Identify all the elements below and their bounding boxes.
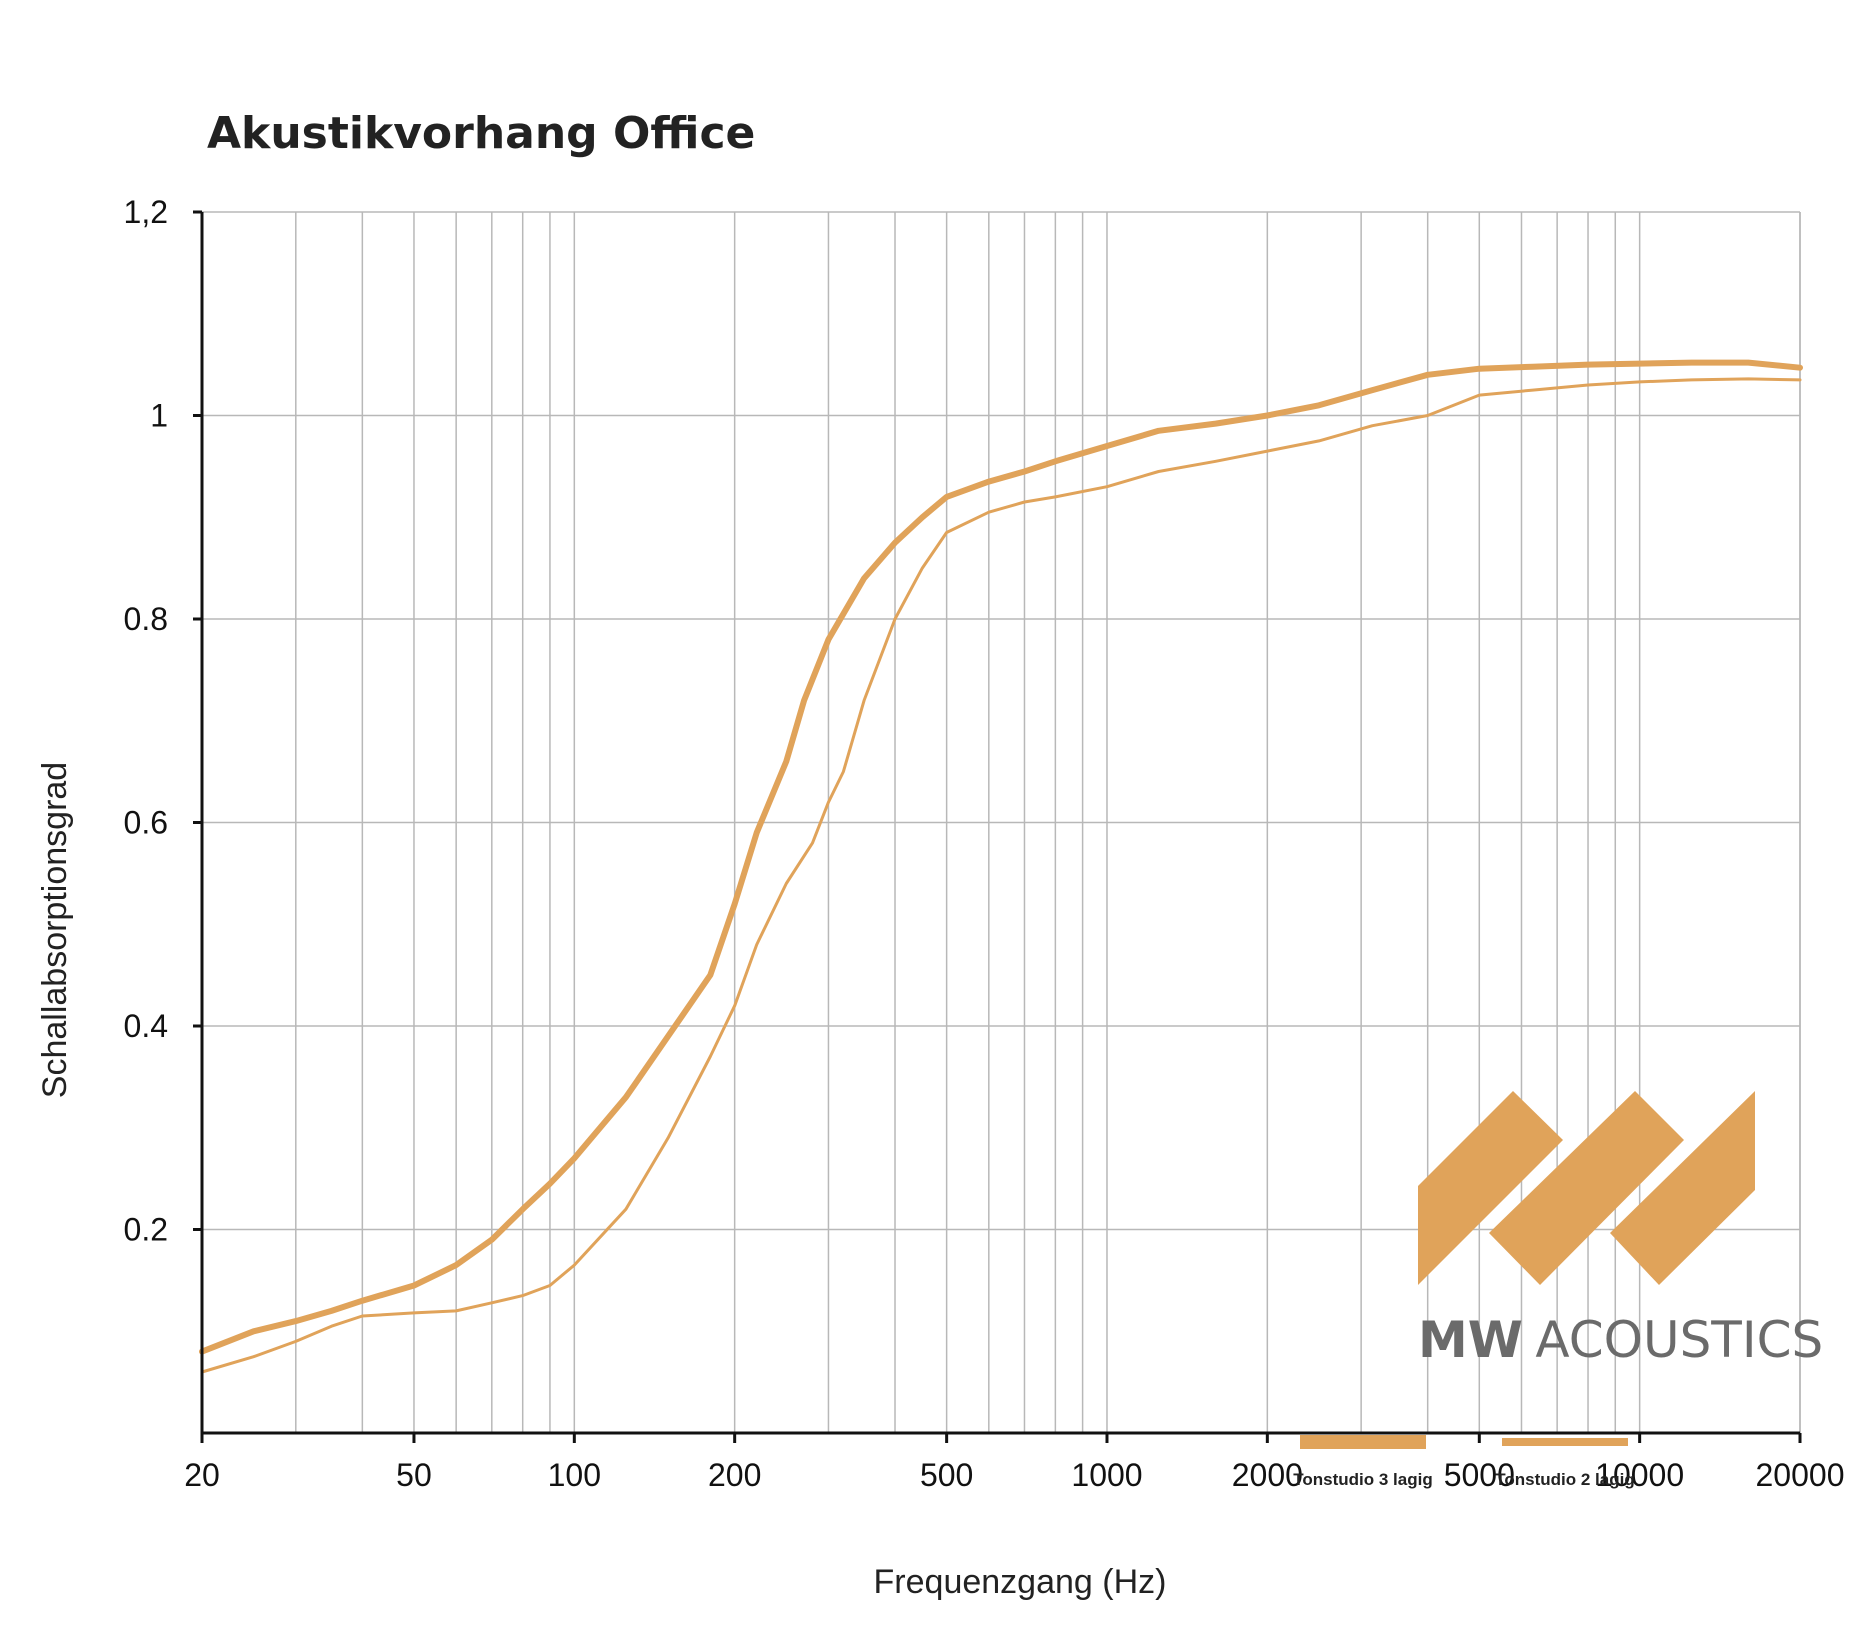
y-tick-labels: 0.2 0.4 0.6 0.8 1 1,2 [124,194,168,1248]
legend-label-2: Tonstudio 2 lagig [1495,1470,1634,1489]
logo-text-light: ACOUSTICS [1535,1311,1823,1369]
y-axis-label: Schallabsorptionsgrad [36,762,74,1098]
series [199,359,1803,1374]
y-tick-label: 0.4 [124,1008,168,1044]
x-tick-label: 1000 [1071,1457,1142,1493]
y-tick-label: 0.8 [124,601,168,637]
x-tick-label: 2000 [1232,1457,1303,1493]
logo-stripe-3 [1610,1091,1755,1285]
x-tick-label: 20 [184,1457,220,1493]
x-tick-labels: 20 50 100 200 500 1000 2000 5000 10000 20000 [184,1457,1844,1493]
series-line-2 [200,377,1802,1374]
legend-label-1: Tonstudio 3 lagig [1293,1470,1432,1489]
y-tick-label: 1 [150,398,168,434]
x-tick-label: 10000 [1595,1457,1684,1493]
axes [193,210,1802,1443]
x-axis-label: Frequenzgang (Hz) [874,1563,1167,1601]
x-tick-label: 20000 [1756,1457,1845,1493]
x-tick-label: 50 [396,1457,432,1493]
chart-title: Akustikvorhang Office [207,108,755,159]
y-tick-label: 0.6 [124,805,168,841]
logo-text-bold: MW [1418,1311,1523,1369]
x-tick-label: 100 [548,1457,601,1493]
logo-stripe-1 [1418,1091,1563,1285]
y-tick-label: 0.2 [124,1212,168,1248]
x-tick-label: 200 [708,1457,761,1493]
logo-text: MW ACOUSTICS [1418,1311,1823,1369]
legend: Tonstudio 3 lagig Tonstudio 2 lagig [1293,1435,1635,1489]
x-tick-label: 5000 [1444,1457,1515,1493]
y-tick-label: 1,2 [124,194,168,230]
series-line-1 [199,359,1803,1355]
x-tick-label: 500 [920,1457,973,1493]
logo-stripe-2 [1489,1091,1684,1285]
mw-acoustics-logo: MW ACOUSTICS [1418,1091,1823,1369]
